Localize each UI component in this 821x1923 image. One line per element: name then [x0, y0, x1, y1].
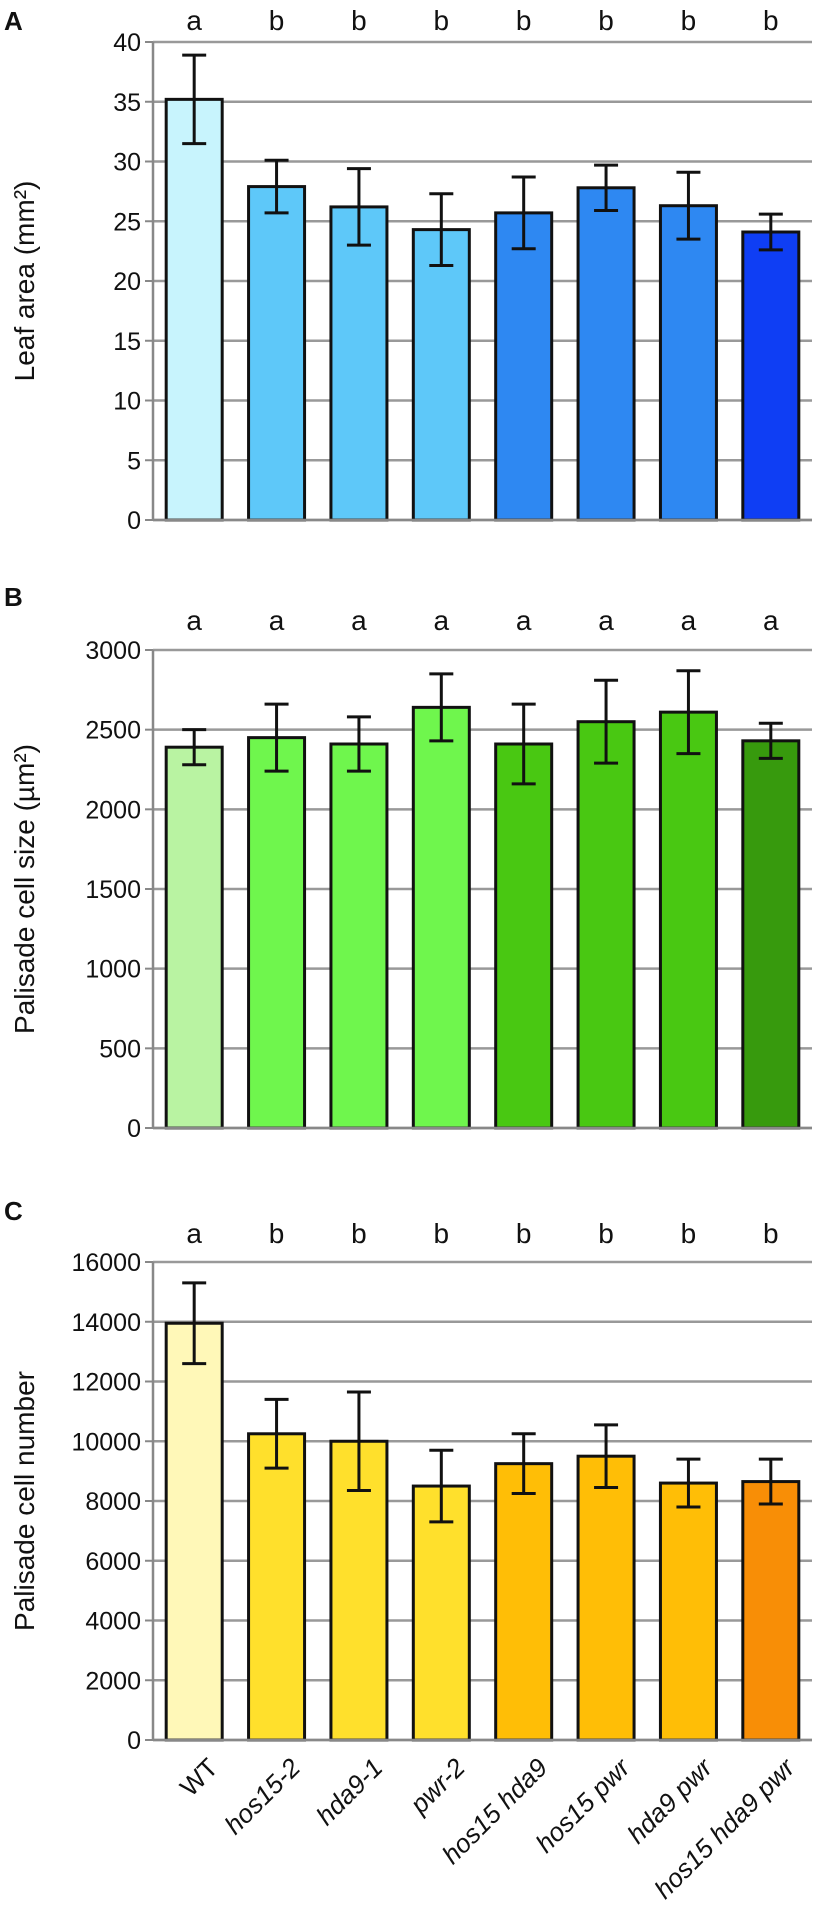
- y-tick-label: 0: [127, 1115, 141, 1143]
- significance-letter: b: [516, 5, 532, 36]
- y-axis-title: Palisade cell number: [9, 1371, 40, 1631]
- x-category-label: hos15 hda9 pwr: [648, 1751, 801, 1904]
- y-tick-label: 2000: [85, 796, 141, 824]
- y-tick-label: 3000: [85, 637, 141, 665]
- significance-letter: b: [434, 5, 450, 36]
- y-axis-title: Leaf area (mm²): [9, 181, 40, 382]
- significance-letter: b: [516, 1218, 532, 1249]
- bar: [411, 1484, 471, 1742]
- y-tick-label: 16000: [71, 1249, 141, 1277]
- significance-letter: a: [434, 605, 450, 636]
- y-tick-label: 40: [113, 29, 141, 57]
- bar: [576, 186, 636, 522]
- significance-letter: b: [351, 1218, 367, 1249]
- y-tick-label: 4000: [85, 1608, 141, 1636]
- bar: [329, 205, 389, 522]
- significance-letter: b: [598, 5, 614, 36]
- bar: [576, 720, 636, 1130]
- y-tick-label: 2000: [85, 1667, 141, 1695]
- significance-letter: a: [186, 5, 202, 36]
- bar: [741, 230, 801, 522]
- y-tick-label: 10000: [71, 1428, 141, 1456]
- significance-letter: b: [763, 1218, 779, 1249]
- significance-letter: a: [516, 605, 532, 636]
- y-tick-label: 500: [99, 1035, 141, 1063]
- significance-letter: b: [681, 5, 697, 36]
- bar: [247, 736, 307, 1130]
- y-axis-title: Palisade cell size (µm²): [9, 744, 40, 1034]
- significance-letter: b: [351, 5, 367, 36]
- y-tick-label: 35: [113, 89, 141, 117]
- y-tick-label: 1500: [85, 876, 141, 904]
- bar: [164, 745, 224, 1130]
- bar: [741, 739, 801, 1130]
- significance-letter: a: [269, 605, 285, 636]
- bar: [741, 1480, 801, 1742]
- y-tick-label: 6000: [85, 1548, 141, 1576]
- panel-letter: C: [4, 1196, 23, 1226]
- bar: [247, 185, 307, 522]
- y-tick-label: 20: [113, 268, 141, 296]
- bar: [658, 204, 718, 522]
- bar: [494, 742, 554, 1130]
- significance-letter: a: [186, 605, 202, 636]
- panel-letter: B: [4, 582, 23, 612]
- x-category-label: hos15-2: [218, 1752, 306, 1840]
- x-category-label: pwr-2: [403, 1752, 471, 1820]
- x-category-label: hda9-1: [310, 1752, 388, 1830]
- y-tick-label: 1000: [85, 956, 141, 984]
- y-tick-label: 8000: [85, 1488, 141, 1516]
- bar: [411, 228, 471, 522]
- bar: [411, 705, 471, 1130]
- significance-letter: a: [351, 605, 367, 636]
- bar: [494, 1462, 554, 1742]
- y-tick-label: 12000: [71, 1369, 141, 1397]
- significance-letter: b: [598, 1218, 614, 1249]
- significance-letter: b: [269, 1218, 285, 1249]
- bar: [164, 1321, 224, 1742]
- significance-letter: b: [681, 1218, 697, 1249]
- panel-letter: A: [4, 6, 23, 36]
- y-tick-label: 25: [113, 208, 141, 236]
- significance-letter: a: [681, 605, 697, 636]
- bar: [576, 1454, 636, 1742]
- x-category-label: WT: [174, 1752, 224, 1802]
- significance-letter: a: [186, 1218, 202, 1249]
- y-tick-label: 0: [127, 1727, 141, 1755]
- bar: [658, 710, 718, 1130]
- bar: [658, 1481, 718, 1742]
- bar: [494, 211, 554, 522]
- bar: [247, 1432, 307, 1742]
- y-tick-label: 14000: [71, 1309, 141, 1337]
- y-tick-label: 30: [113, 149, 141, 177]
- significance-letter: b: [269, 5, 285, 36]
- y-tick-label: 2500: [85, 717, 141, 745]
- y-tick-label: 10: [113, 388, 141, 416]
- bar: [164, 97, 224, 522]
- bar: [329, 742, 389, 1130]
- y-tick-label: 5: [127, 447, 141, 475]
- y-tick-label: 15: [113, 328, 141, 356]
- significance-letter: a: [598, 605, 614, 636]
- y-tick-label: 0: [127, 507, 141, 535]
- significance-letter: a: [763, 605, 779, 636]
- significance-letter: b: [763, 5, 779, 36]
- significance-letter: b: [434, 1218, 450, 1249]
